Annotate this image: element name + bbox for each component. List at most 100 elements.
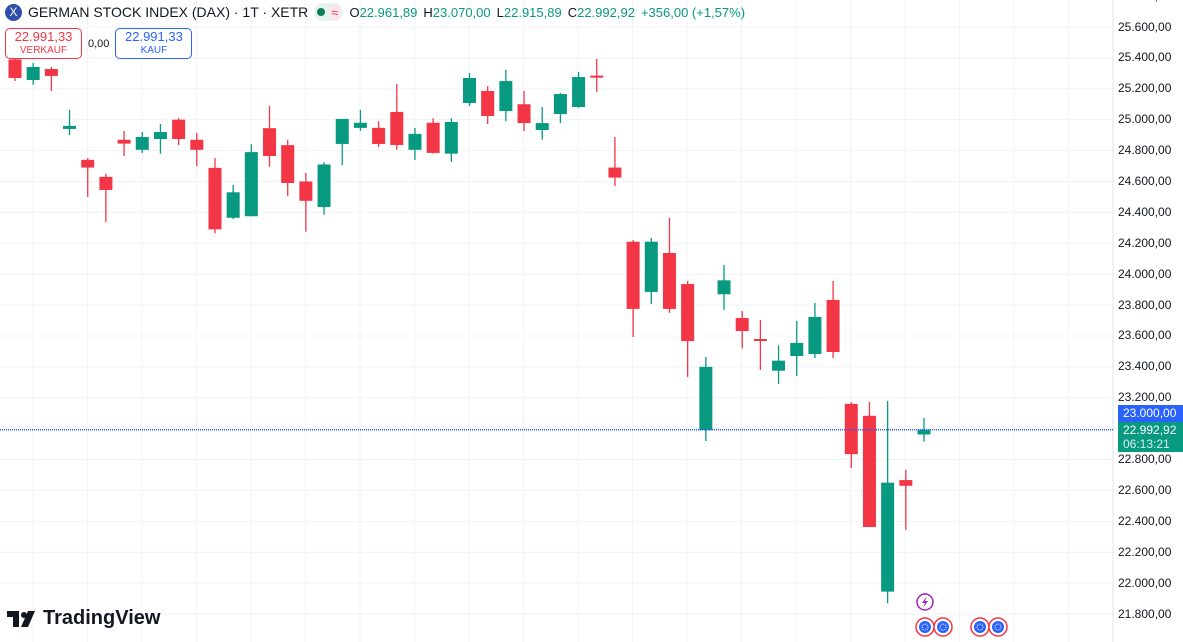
buy-price: 22.991,33	[125, 29, 183, 44]
lightning-icon	[916, 593, 934, 611]
price-axis-label: 23.400,00	[1118, 359, 1172, 374]
candle-down	[281, 145, 295, 184]
high-label: H	[423, 4, 433, 20]
ohlc-values: O22.961,89 H23.070,00 L22.915,89 C22.992…	[349, 5, 745, 20]
sell-price: 22.991,33	[14, 29, 73, 44]
candle-down	[735, 318, 749, 332]
event-badge-icon[interactable]	[915, 617, 935, 637]
candle-down	[81, 159, 95, 168]
price-axis-label: 25.400,00	[1118, 50, 1172, 65]
price-axis-label: 23.200,00	[1118, 390, 1172, 405]
candle-down	[826, 299, 840, 353]
candle-up	[881, 482, 895, 592]
last-price-tag: 22.992,92 06:13:21	[1118, 422, 1183, 452]
candle-up	[644, 241, 658, 292]
candle-down	[862, 415, 876, 528]
sell-label: VERKAUF	[19, 45, 68, 56]
price-axis-label: 21.800,00	[1118, 606, 1172, 621]
candle-down	[899, 480, 913, 486]
candle-down	[844, 403, 858, 455]
candle-up	[572, 77, 586, 108]
candle-up	[790, 342, 804, 357]
price-axis-label: 22.800,00	[1118, 452, 1172, 467]
candle-up	[63, 125, 77, 129]
open-value: 22.961,89	[359, 4, 418, 20]
candle-down	[662, 252, 676, 309]
candle-down	[681, 284, 695, 342]
candle-down	[299, 181, 313, 201]
candle-down	[172, 119, 186, 139]
candle-down	[390, 111, 404, 146]
candle-down	[608, 167, 622, 178]
candle-down	[117, 139, 131, 144]
chart-legend: X GERMAN STOCK INDEX (DAX) · 1T · XETR ≈…	[5, 3, 745, 21]
wave-icon: ≈	[329, 4, 341, 20]
close-value: 22.992,92	[577, 4, 635, 20]
candle-down	[44, 69, 58, 76]
candle-up	[772, 360, 786, 371]
price-axis-label: 25.600,00	[1118, 19, 1172, 34]
event-badge-icon[interactable]	[970, 617, 990, 637]
candle-down	[208, 167, 222, 230]
sell-button[interactable]: 22.991,33 VERKAUF	[5, 28, 82, 59]
high-value: 23.070,00	[432, 4, 491, 20]
highlight-price-tag: 23.000,00	[1118, 405, 1183, 422]
close-label: C	[567, 4, 578, 20]
candle-down	[517, 104, 531, 124]
event-badge-icon[interactable]	[933, 617, 953, 637]
price-axis-label: 22.400,00	[1118, 513, 1172, 528]
candle-up	[917, 429, 931, 435]
candle-down	[590, 75, 604, 78]
symbol-title[interactable]: GERMAN STOCK INDEX (DAX) · 1T · XETR	[28, 4, 309, 20]
candle-up	[535, 123, 549, 131]
price-axis-label: 22.200,00	[1118, 544, 1172, 559]
candle-up	[408, 133, 422, 150]
price-axis-label: 24.400,00	[1118, 204, 1172, 219]
candle-up	[226, 192, 240, 218]
candle-down	[8, 59, 22, 78]
price-axis-label: 25.800,00	[1118, 0, 1171, 3]
candle-up	[135, 136, 149, 150]
trade-panel: 22.991,33 VERKAUF 0,00 22.991,33 KAUF	[5, 28, 193, 59]
price-axis-label: 22.000,00	[1118, 575, 1172, 590]
low-label: L	[496, 4, 504, 20]
candle-up	[335, 118, 349, 144]
price-axis-label: 25.200,00	[1118, 81, 1172, 96]
low-value: 22.915,89	[503, 4, 562, 20]
price-axis-label: 24.600,00	[1118, 173, 1172, 188]
tradingview-logo[interactable]: TradingView	[7, 607, 160, 630]
event-badge-icon[interactable]	[988, 617, 1008, 637]
candle-up	[444, 122, 458, 154]
open-label: O	[349, 4, 360, 20]
price-axis-label: 25.000,00	[1118, 112, 1172, 127]
spread: 0,00	[88, 37, 110, 50]
buy-button[interactable]: 22.991,33 KAUF	[115, 28, 193, 59]
candle-down	[263, 128, 277, 156]
candle-up	[353, 122, 367, 128]
candle-down	[190, 139, 204, 150]
price-axis-label: 24.000,00	[1118, 266, 1172, 281]
candle-down	[426, 122, 440, 153]
candle-up	[317, 164, 331, 207]
last-price: 22.992,92	[1123, 423, 1177, 437]
candle-down	[372, 127, 386, 144]
change-value: +356,00 (+1,57%)	[640, 4, 746, 20]
candle-up	[153, 132, 167, 139]
candle-down	[626, 241, 640, 309]
candle-up	[553, 94, 567, 114]
price-axis-label: 24.800,00	[1118, 143, 1172, 158]
tradingview-logo-icon	[7, 610, 35, 627]
candle-down	[99, 176, 113, 190]
symbol-logo-icon: X	[5, 3, 22, 21]
market-status[interactable]: ≈	[314, 3, 344, 21]
candle-up	[26, 67, 40, 80]
candle-down	[753, 339, 767, 342]
price-axis-label: 24.200,00	[1118, 235, 1172, 250]
price-axis-label: 23.600,00	[1118, 328, 1172, 343]
candle-up	[717, 280, 731, 295]
candle-up	[808, 316, 822, 355]
price-axis-label: 22.600,00	[1118, 482, 1172, 497]
candle-up	[499, 81, 513, 112]
buy-label: KAUF	[140, 45, 168, 56]
